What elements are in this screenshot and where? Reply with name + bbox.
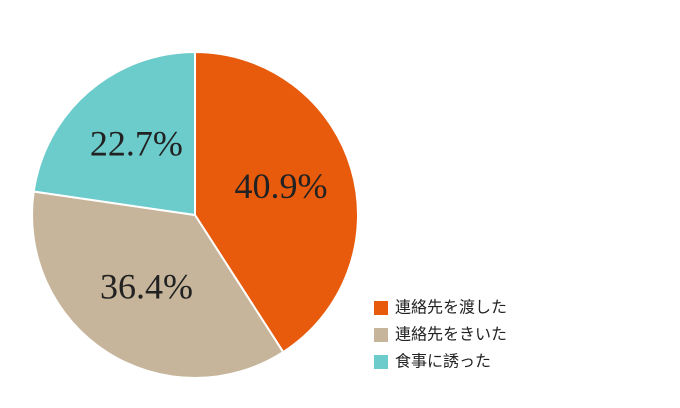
legend-label: 連絡先を渡した: [395, 298, 507, 317]
legend-label: 食事に誘った: [395, 352, 491, 371]
value-label: 22.7%: [90, 123, 183, 163]
legend-swatch: [374, 301, 388, 315]
pie-slice: [32, 50, 196, 217]
value-label: 36.4%: [100, 267, 193, 307]
legend-label: 連絡先をきいた: [395, 325, 507, 344]
value-label: 40.9%: [235, 166, 328, 206]
legend-swatch: [374, 328, 388, 342]
legend-swatch: [374, 355, 388, 369]
pie-slice: [31, 190, 285, 379]
